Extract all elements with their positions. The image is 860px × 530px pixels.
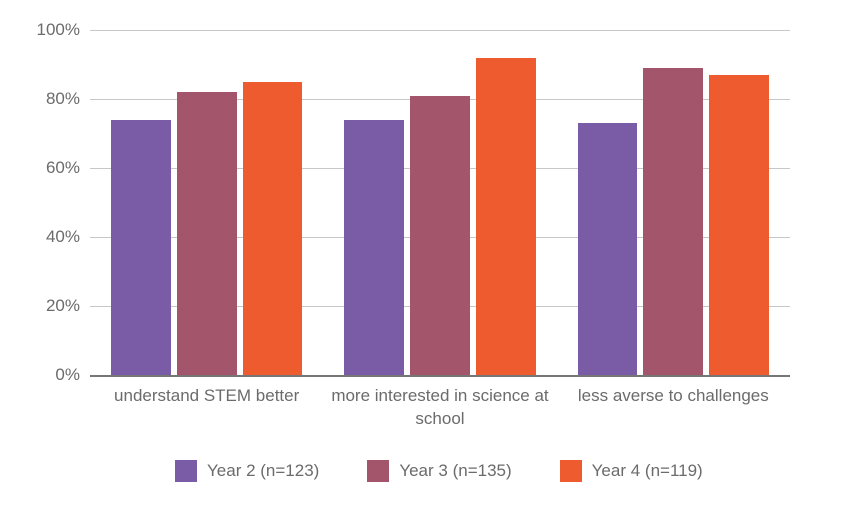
plot-area: 0%20%40%60%80%100%understand STEM better… bbox=[90, 30, 790, 375]
bar-year3 bbox=[177, 92, 237, 375]
y-tick-label: 60% bbox=[46, 158, 90, 178]
legend-item-year4: Year 4 (n=119) bbox=[560, 460, 703, 482]
legend-swatch bbox=[175, 460, 197, 482]
bar-year4 bbox=[243, 82, 303, 375]
bar-year3 bbox=[643, 68, 703, 375]
y-tick-label: 40% bbox=[46, 227, 90, 247]
bar-year2 bbox=[344, 120, 404, 375]
y-tick-label: 0% bbox=[55, 365, 90, 385]
legend-swatch bbox=[560, 460, 582, 482]
bar-year2 bbox=[578, 123, 638, 375]
gridline bbox=[90, 30, 790, 31]
bar-year4 bbox=[709, 75, 769, 375]
x-category-label: understand STEM better bbox=[90, 375, 323, 408]
y-tick-label: 80% bbox=[46, 89, 90, 109]
y-tick-label: 100% bbox=[37, 20, 90, 40]
legend-swatch bbox=[367, 460, 389, 482]
legend-label: Year 2 (n=123) bbox=[207, 461, 319, 481]
legend: Year 2 (n=123) Year 3 (n=135) Year 4 (n=11… bbox=[175, 460, 703, 482]
bar-year4 bbox=[476, 58, 536, 375]
stem-survey-bar-chart: 0% 20% 40% 60% 80% 100% understand STEM better… bbox=[0, 0, 860, 530]
legend-item-year3: Year 3 (n=135) bbox=[367, 460, 511, 482]
legend-label: Year 4 (n=119) bbox=[592, 461, 703, 481]
legend-label: Year 3 (n=135) bbox=[399, 461, 511, 481]
y-tick-label: 20% bbox=[46, 296, 90, 316]
bar-year3 bbox=[410, 96, 470, 375]
bar-year2 bbox=[111, 120, 171, 375]
x-category-label: less averse to challenges bbox=[557, 375, 790, 408]
x-category-label: more interested in science at school bbox=[323, 375, 556, 431]
legend-item-year2: Year 2 (n=123) bbox=[175, 460, 319, 482]
